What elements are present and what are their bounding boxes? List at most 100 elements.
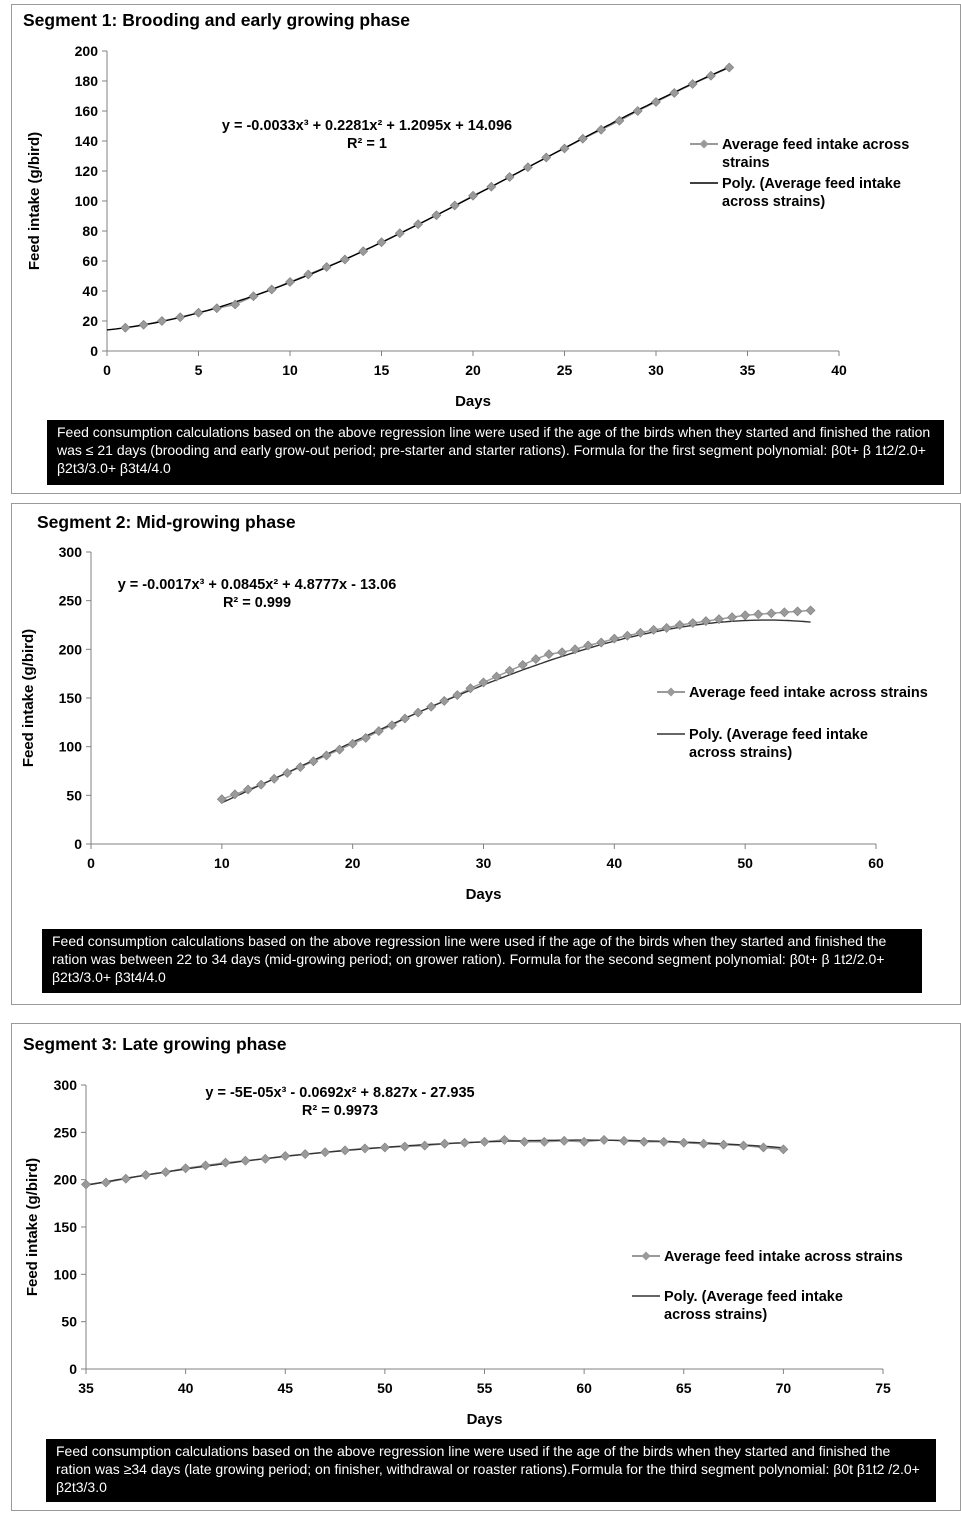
chart-title: Segment 3: Late growing phase (23, 1034, 287, 1054)
y-tick-label: 50 (66, 787, 82, 803)
data-point (465, 683, 476, 694)
data-point (81, 1179, 91, 1190)
data-point (687, 79, 698, 89)
data-point (778, 1144, 789, 1155)
series-line (85, 1139, 784, 1186)
data-point (358, 246, 369, 257)
data-point (539, 1136, 550, 1147)
data-point (379, 1142, 390, 1153)
data-point (140, 1170, 151, 1180)
chart-note: Feed consumption calculations based on t… (42, 929, 922, 993)
y-tick-label: 50 (61, 1314, 77, 1330)
y-tick-label: 150 (59, 690, 83, 706)
data-point (491, 671, 502, 682)
y-tick-label: 250 (59, 593, 83, 609)
data-point (303, 269, 314, 280)
y-tick-label: 80 (82, 223, 98, 239)
y-tick-label: 0 (74, 836, 82, 852)
data-point (658, 1136, 669, 1147)
data-point (792, 606, 803, 617)
data-point (698, 1138, 709, 1149)
x-tick-label: 15 (374, 362, 390, 378)
data-point (280, 1151, 291, 1161)
data-point (718, 1139, 729, 1150)
data-point (753, 609, 764, 620)
data-point (360, 1143, 370, 1154)
data-point (339, 254, 350, 265)
data-point (400, 713, 410, 724)
data-point (635, 627, 646, 638)
data-point (295, 762, 306, 773)
data-point (193, 307, 204, 318)
legend-label: across strains) (722, 194, 825, 210)
data-point (240, 1155, 251, 1166)
data-point (230, 299, 241, 310)
data-point (599, 1134, 609, 1145)
data-point (504, 172, 515, 182)
data-point (579, 1136, 590, 1147)
x-tick-label: 60 (868, 855, 884, 871)
data-point (413, 219, 424, 230)
y-axis-label: Feed intake (g/bird) (26, 132, 43, 270)
legend-label: Poly. (Average feed intake (722, 176, 901, 192)
data-point (373, 726, 384, 737)
data-point (724, 62, 735, 73)
x-tick-label: 70 (776, 1380, 792, 1396)
data-point (419, 1140, 430, 1151)
legend-label: Average feed intake across strains (664, 1249, 903, 1265)
trendline-equation: y = -5E-05x³ - 0.0692x² + 8.827x - 27.93… (205, 1085, 474, 1101)
y-tick-label: 100 (54, 1266, 78, 1282)
data-point (583, 640, 594, 651)
data-point (519, 1136, 530, 1147)
data-point (439, 1138, 450, 1149)
x-tick-label: 20 (345, 855, 361, 871)
data-point (504, 665, 515, 676)
data-point (340, 1145, 350, 1156)
data-point (805, 605, 816, 616)
data-point (661, 622, 672, 633)
trendline-r-squared: R² = 1 (347, 136, 387, 152)
data-point (426, 701, 437, 712)
legend-label: across strains) (689, 745, 792, 761)
data-point (687, 618, 698, 628)
x-tick-label: 25 (557, 362, 573, 378)
legend-marker (641, 1251, 651, 1261)
y-tick-label: 120 (75, 163, 99, 179)
data-point (413, 707, 424, 718)
data-point (596, 124, 607, 135)
y-tick-label: 140 (75, 133, 99, 149)
data-point (499, 1134, 510, 1145)
data-point (220, 1157, 231, 1168)
data-point (256, 779, 267, 790)
data-point (570, 644, 581, 655)
data-point (266, 284, 277, 295)
data-point (609, 633, 620, 644)
data-point (700, 616, 711, 627)
data-point (216, 794, 227, 805)
data-point (248, 291, 259, 302)
chart-panel-segment-3: Segment 3: Late growing phase 0 50 100 150 2… (11, 1023, 961, 1511)
chart-note: Feed consumption calculations based on t… (46, 1439, 936, 1502)
x-tick-label: 40 (831, 362, 847, 378)
data-point (175, 312, 186, 323)
x-axis-label: Days (467, 1411, 503, 1428)
data-point (394, 228, 405, 239)
chart-panel-segment-1: Segment 1: Brooding and early growing ph… (11, 4, 961, 494)
trendline (85, 1139, 784, 1186)
x-tick-label: 35 (740, 362, 756, 378)
y-axis-label: Feed intake (g/bird) (20, 629, 37, 767)
data-point (557, 647, 567, 658)
data-point (229, 789, 240, 800)
y-tick-label: 300 (54, 1077, 78, 1093)
data-point (320, 1147, 331, 1158)
data-point (577, 133, 588, 144)
data-point (269, 773, 280, 784)
chart-title: Segment 1: Brooding and early growing ph… (23, 10, 410, 30)
legend-marker (699, 139, 709, 149)
data-point (705, 70, 716, 81)
y-tick-label: 0 (90, 343, 98, 359)
y-tick-label: 200 (75, 43, 99, 59)
legend-label: Poly. (Average feed intake (664, 1289, 843, 1305)
data-point (243, 784, 253, 795)
data-point (321, 262, 332, 272)
